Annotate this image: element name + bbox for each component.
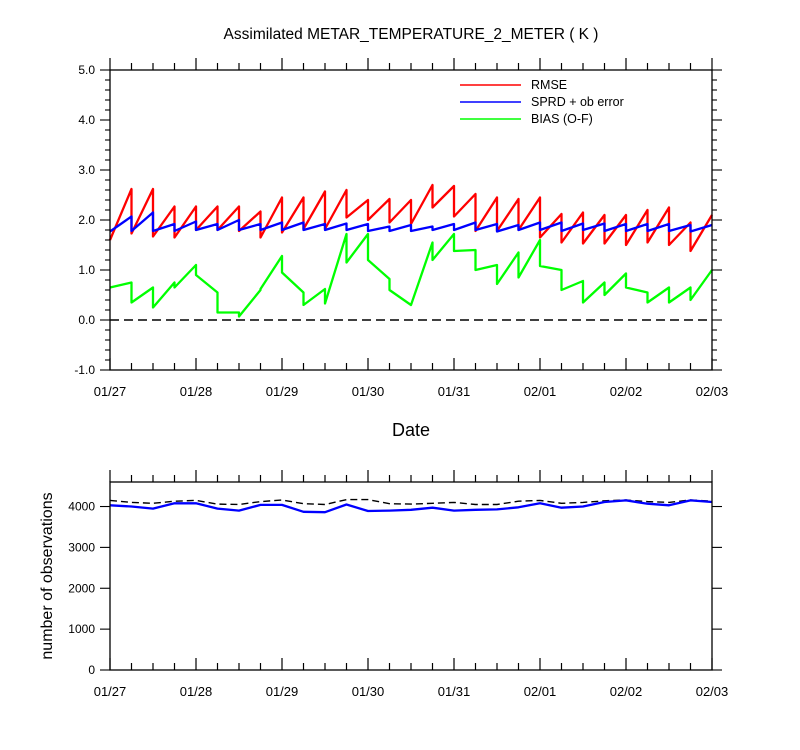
chart-title: Assimilated METAR_TEMPERATURE_2_METER ( … bbox=[224, 26, 599, 43]
series-line-sprd-ob-error bbox=[109, 211, 713, 233]
top-chart: Assimilated METAR_TEMPERATURE_2_METER ( … bbox=[74, 26, 728, 440]
y-tick-label: 5.0 bbox=[78, 63, 95, 77]
y-tick-label: 2.0 bbox=[78, 213, 95, 227]
y-tick-label: 4.0 bbox=[78, 113, 95, 127]
bottom-x-tick-labels: 01/27 01/28 01/29 01/30 01/31 02/01 02/02 02/03 bbox=[94, 684, 729, 699]
x-tick-label: 01/29 bbox=[266, 384, 299, 399]
x-tick-label: 01/27 bbox=[94, 684, 127, 699]
y-tick-label: 1000 bbox=[68, 622, 95, 636]
series-line-obs-0 bbox=[109, 498, 713, 506]
top-y-tick-labels: -1.0 0.0 1.0 2.0 3.0 4.0 5.0 bbox=[74, 63, 95, 377]
top-plot-frame bbox=[109, 69, 713, 371]
series-line-bias-o-f bbox=[109, 232, 713, 318]
x-tick-label: 01/30 bbox=[352, 684, 385, 699]
series-line-rmse bbox=[108, 183, 713, 253]
legend-label: BIAS (O-F) bbox=[531, 112, 593, 126]
x-tick-label: 02/03 bbox=[696, 684, 729, 699]
x-tick-label: 01/29 bbox=[266, 684, 299, 699]
x-tick-label: 02/01 bbox=[524, 684, 557, 699]
series-line-obs-1 bbox=[109, 499, 713, 514]
x-tick-label: 01/28 bbox=[180, 384, 213, 399]
top-x-tick-labels: 01/27 01/28 01/29 01/30 01/31 02/01 02/02 02/03 bbox=[94, 384, 729, 399]
legend: RMSE SPRD + ob error BIAS (O-F) bbox=[460, 78, 624, 126]
x-tick-label: 01/31 bbox=[438, 384, 471, 399]
x-tick-label: 01/28 bbox=[180, 684, 213, 699]
top-axis-ticks bbox=[100, 58, 722, 371]
x-axis-label: Date bbox=[392, 420, 430, 440]
x-tick-label: 02/02 bbox=[610, 684, 643, 699]
y-axis-label: number of observations bbox=[39, 492, 56, 659]
x-tick-label: 01/30 bbox=[352, 384, 385, 399]
y-tick-label: -1.0 bbox=[74, 363, 95, 377]
y-tick-label: 3.0 bbox=[78, 163, 95, 177]
y-tick-label: 4000 bbox=[68, 500, 95, 514]
top-series-lines bbox=[108, 183, 713, 318]
y-tick-label: 0 bbox=[88, 663, 95, 677]
x-tick-label: 02/01 bbox=[524, 384, 557, 399]
y-tick-label: 0.0 bbox=[78, 313, 95, 327]
bottom-plot-frame bbox=[109, 481, 713, 671]
y-tick-label: 3000 bbox=[68, 540, 95, 554]
y-tick-label: 2000 bbox=[68, 581, 95, 595]
x-tick-label: 02/02 bbox=[610, 384, 643, 399]
x-tick-label: 01/31 bbox=[438, 684, 471, 699]
x-tick-label: 02/03 bbox=[696, 384, 729, 399]
bottom-y-tick-labels: 0 1000 2000 3000 4000 bbox=[68, 500, 95, 677]
bottom-axis-ticks bbox=[100, 470, 722, 671]
bottom-series-lines bbox=[109, 498, 713, 514]
x-tick-label: 01/27 bbox=[94, 384, 127, 399]
legend-label: SPRD + ob error bbox=[531, 95, 624, 109]
legend-label: RMSE bbox=[531, 78, 567, 92]
y-tick-label: 1.0 bbox=[78, 263, 95, 277]
